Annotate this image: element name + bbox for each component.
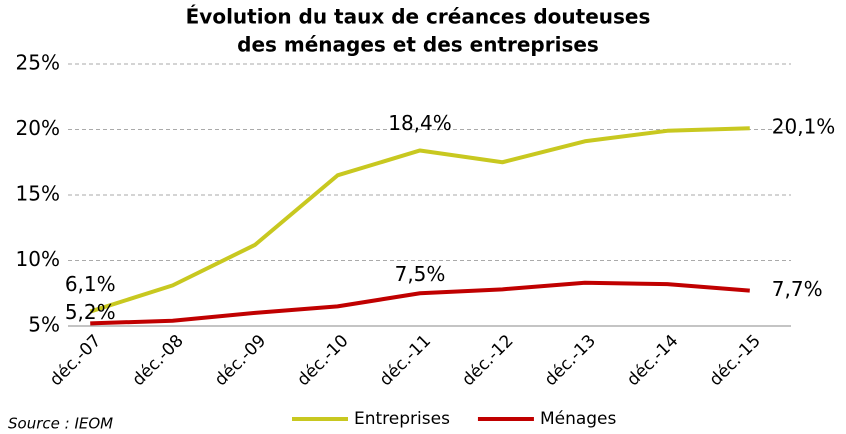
legend-label: Entreprises [354,409,450,429]
x-tick-label: déc.-13 [541,331,600,390]
y-tick-label: 5% [28,313,60,337]
source: Source : IEOM [8,415,113,433]
x-tick-label: déc.-11 [376,331,435,390]
x-tick-label: déc.-09 [211,331,270,390]
chart-title: Évolution du taux de créances douteuses [186,5,651,29]
x-tick-label: déc.-12 [458,331,517,390]
y-tick-label: 20% [16,116,60,140]
data-label: 18,4% [388,111,452,135]
x-tick-label: déc.-07 [46,331,105,390]
y-tick-label: 25% [16,51,60,75]
data-label: 7,5% [395,262,446,286]
x-tick-label: déc.-08 [128,331,187,390]
data-label: 5,2% [65,300,116,324]
x-tick-label: déc.-15 [706,331,765,390]
x-tick-label: déc.-14 [623,331,682,390]
data-label: 7,7% [772,277,823,301]
x-tick-label: déc.-10 [293,331,352,390]
y-tick-label: 15% [16,182,60,206]
series-line [90,280,750,326]
chart-title: des ménages et des entreprises [237,33,599,57]
data-label: 20,1% [772,115,836,139]
y-tick-label: 10% [16,247,60,271]
legend-label: Ménages [540,409,617,429]
data-label: 6,1% [65,272,116,296]
series-line [89,126,750,314]
